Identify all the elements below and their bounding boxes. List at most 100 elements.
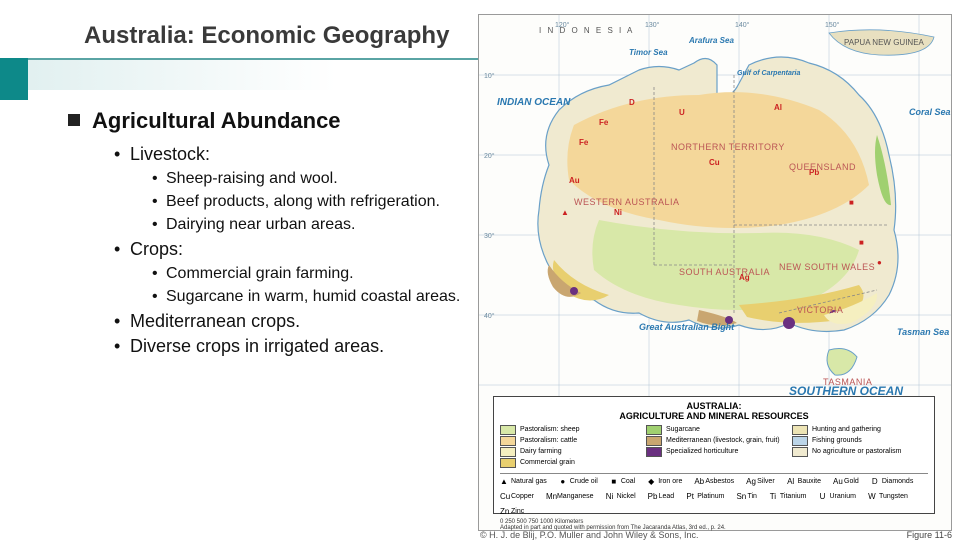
legend-label: Specialized horticulture [666, 448, 738, 456]
mineral-legend-item: AgSilver [746, 477, 775, 486]
svg-text:Fe: Fe [579, 138, 589, 147]
legend-title-1: AUSTRALIA: [687, 401, 742, 411]
list-item: Commercial grain farming. [152, 264, 472, 284]
legend-swatch [646, 425, 662, 435]
svg-text:20°: 20° [484, 152, 495, 160]
legend-title-2: AGRICULTURE AND MINERAL RESOURCES [619, 411, 808, 421]
mineral-legend-item: SnTin [736, 492, 756, 501]
bullet-list-level2: Livestock: Sheep-raising and wool. Beef … [114, 144, 472, 357]
livestock-label: Livestock: [130, 144, 210, 164]
mineral-symbol: Zn [500, 507, 508, 516]
legend-row: Mediterranean (livestock, grain, fruit) [646, 436, 782, 446]
section-heading: Agricultural Abundance [92, 108, 472, 134]
mineral-legend-item: ■Coal [610, 477, 635, 486]
mineral-symbol: ■ [610, 477, 618, 486]
list-item: Beef products, along with refrigeration. [152, 192, 472, 212]
square-bullet-icon [68, 114, 80, 126]
legend-row: Specialized horticulture [646, 447, 782, 457]
legend-label: Commercial grain [520, 459, 575, 467]
mineral-label: Gold [844, 478, 859, 485]
mineral-label: Nickel [617, 493, 636, 500]
legend-label: Pastoralism: sheep [520, 426, 580, 434]
carpentaria-label: Gulf of Carpentaria [737, 70, 801, 77]
legend-swatch [646, 436, 662, 446]
mineral-label: Titanium [780, 493, 807, 500]
mineral-symbol: Ni [606, 492, 614, 501]
svg-text:Ni: Ni [614, 208, 622, 217]
legend-swatch [646, 447, 662, 457]
mineral-legend-item: AuGold [833, 477, 859, 486]
mineral-label: Zinc [511, 508, 524, 515]
legend-row: Pastoralism: cattle [500, 436, 636, 446]
timor-sea-label: Timor Sea [629, 48, 668, 57]
mineral-label: Tin [747, 493, 756, 500]
legend-swatch [792, 447, 808, 457]
livestock-sublist: Sheep-raising and wool. Beef products, a… [152, 169, 472, 235]
mineral-label: Lead [659, 493, 675, 500]
mineral-legend-item: ZnZinc [500, 507, 524, 516]
mineral-label: Platinum [697, 493, 724, 500]
crops-item: Crops: Commercial grain farming. Sugarca… [114, 239, 472, 307]
mineral-label: Diamonds [882, 478, 914, 485]
mineral-symbol: ▲ [500, 477, 508, 486]
mineral-label: Asbestos [705, 478, 734, 485]
mineral-legend-item: AbAsbestos [694, 477, 734, 486]
mineral-symbol: W [868, 492, 876, 501]
list-item: Sheep-raising and wool. [152, 169, 472, 189]
svg-text:●: ● [877, 258, 882, 267]
legend-row: Commercial grain [500, 458, 636, 468]
mineral-symbol: U [819, 492, 827, 501]
svg-text:10°: 10° [484, 72, 495, 80]
mineral-legend-item: PbLead [648, 492, 675, 501]
mineral-symbol: Mn [546, 492, 554, 501]
mineral-legend-item: ◆Iron ore [647, 477, 682, 486]
mineral-symbol: ● [559, 477, 567, 486]
svg-text:Al: Al [774, 103, 782, 112]
legend-row: Dairy farming [500, 447, 636, 457]
copyright-credit: © H. J. de Blij, P.O. Muller and John Wi… [480, 530, 699, 540]
indian-ocean-label: INDIAN OCEAN [497, 97, 571, 108]
mineral-legend-item: PtPlatinum [686, 492, 724, 501]
accent-bar [0, 58, 28, 100]
svg-text:U: U [679, 108, 685, 117]
accent-underline [28, 58, 478, 60]
svg-text:▲: ▲ [561, 208, 569, 217]
svg-text:30°: 30° [484, 232, 495, 240]
mineral-label: Manganese [557, 493, 594, 500]
wa-label: WESTERN AUSTRALIA [574, 197, 680, 207]
legend-swatch [500, 436, 516, 446]
svg-text:150°: 150° [825, 21, 840, 29]
indonesia-label: I N D O N E S I A [539, 26, 634, 35]
svg-text:D: D [629, 98, 635, 107]
svg-text:40°: 40° [484, 312, 495, 320]
list-item: Sugarcane in warm, humid coastal areas. [152, 287, 472, 307]
legend-label: Hunting and gathering [812, 426, 881, 434]
sa-label: SOUTH AUSTRALIA [679, 267, 770, 277]
mineral-symbol: ◆ [647, 477, 655, 486]
map-figure: 10° 20° 30° 40° 120° 130° 140° 150° [478, 14, 952, 531]
nt-label: NORTHERN TERRITORY [671, 142, 785, 152]
svg-text:130°: 130° [645, 21, 660, 29]
mineral-symbol: Pt [686, 492, 694, 501]
mineral-symbol: Sn [736, 492, 744, 501]
mineral-legend-item: NiNickel [606, 492, 636, 501]
mineral-label: Iron ore [658, 478, 682, 485]
crops-label: Crops: [130, 239, 183, 259]
map-legend: AUSTRALIA: AGRICULTURE AND MINERAL RESOU… [493, 396, 935, 514]
legend-swatch [500, 425, 516, 435]
tas-label: TASMANIA [823, 377, 872, 387]
mineral-legend-item: UUranium [819, 492, 856, 501]
mineral-symbol: Ag [746, 477, 754, 486]
legend-swatch [792, 425, 808, 435]
legend-row: Hunting and gathering [792, 425, 928, 435]
legend-swatch [500, 447, 516, 457]
legend-row: No agriculture or pastoralism [792, 447, 928, 457]
nsw-label: NEW SOUTH WALES [779, 262, 875, 272]
svg-text:■: ■ [859, 238, 864, 247]
mineral-legend-item: CuCopper [500, 492, 534, 501]
mineral-label: Crude oil [570, 478, 598, 485]
list-item: Dairying near urban areas. [152, 215, 472, 235]
mineral-legend-item: DDiamonds [871, 477, 914, 486]
svg-text:Cu: Cu [709, 158, 720, 167]
mineral-symbol: Pb [648, 492, 656, 501]
